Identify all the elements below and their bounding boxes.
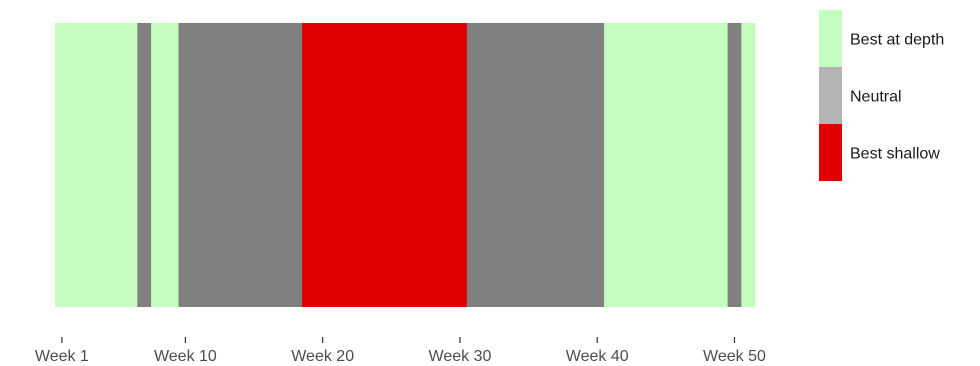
segment-neutral-8 [727,23,742,307]
legend: Best at depth Neutral Best shallow [819,10,944,181]
x-tick-label-40: Week 40 [566,348,629,365]
legend-label-best-at-depth: Best at depth [850,32,944,49]
legend-label-neutral: Neutral [850,89,902,106]
segment-best-shallow-5 [302,23,468,307]
segment-best-at-depth-1 [55,23,138,307]
legend-label-best-shallow: Best shallow [850,146,940,163]
x-tick-label-30: Week 30 [429,348,492,365]
x-tick-label-1: Week 1 [35,348,89,365]
legend-key-best-at-depth [819,10,842,67]
x-tick-label-50: Week 50 [703,348,766,365]
segment-neutral-4 [178,23,303,307]
segment-best-at-depth-9 [741,23,756,307]
segment-best-at-depth-7 [604,23,729,307]
legend-key-neutral [819,67,842,124]
plot-area [55,23,756,307]
segment-neutral-2 [137,23,152,307]
x-tick-label-10: Week 10 [154,348,217,365]
segment-best-at-depth-3 [151,23,179,307]
legend-key-best-shallow [819,124,842,181]
x-axis: Week 1 Week 10 Week 20 Week 30 Week 40 Week 5… [35,337,766,365]
x-tick-label-20: Week 20 [291,348,354,365]
segment-neutral-6 [466,23,605,307]
